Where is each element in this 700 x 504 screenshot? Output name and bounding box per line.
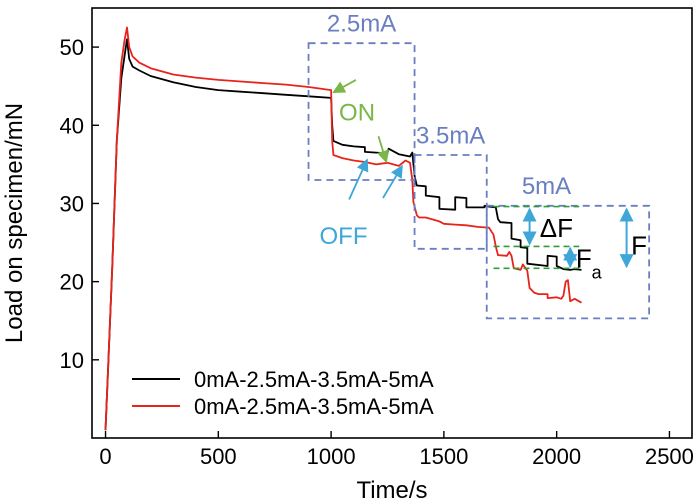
plot-frame xyxy=(91,7,693,439)
y-tick-label: 40 xyxy=(60,113,84,138)
fa-subscript: a xyxy=(592,263,603,283)
off-label: OFF xyxy=(320,223,368,250)
x-tick-label: 1000 xyxy=(307,444,356,469)
series-line-black xyxy=(104,38,582,431)
on-label: ON xyxy=(339,100,375,127)
y-axis-ticks: 10 20 30 40 50 xyxy=(60,35,99,373)
y-tick-label: 50 xyxy=(60,35,84,60)
x-tick-label: 2000 xyxy=(532,444,581,469)
off-arrow-left xyxy=(348,158,369,200)
off-arrow-right xyxy=(382,164,403,199)
legend: 0mA-2.5mA-3.5mA-5mA 0mA-2.5mA-3.5mA-5mA xyxy=(132,367,434,419)
x-axis-title: Time/s xyxy=(356,477,427,504)
y-tick-label: 10 xyxy=(60,348,84,373)
series-line-red xyxy=(104,26,582,431)
x-tick-label: 2500 xyxy=(645,444,694,469)
box-3-5ma xyxy=(413,154,488,250)
box-2-5ma-label: 2.5mA xyxy=(327,10,396,37)
fa-label: F xyxy=(576,244,592,274)
legend-label-red: 0mA-2.5mA-3.5mA-5mA xyxy=(194,394,434,419)
x-axis-ticks: 0 500 1000 1500 2000 2500 xyxy=(99,431,694,469)
box-3-5ma-label: 3.5mA xyxy=(416,122,485,149)
x-tick-label: 1500 xyxy=(419,444,468,469)
x-tick-label: 500 xyxy=(200,444,237,469)
box-5ma-label: 5mA xyxy=(522,173,571,200)
series-layer xyxy=(104,26,582,431)
y-axis-title: Load on specimen/mN xyxy=(1,103,28,343)
y-tick-label: 20 xyxy=(60,270,84,295)
y-tick-label: 30 xyxy=(60,191,84,216)
x-tick-label: 0 xyxy=(99,444,111,469)
box-5ma xyxy=(485,204,651,320)
f-label: F xyxy=(631,230,647,260)
delta-f-label: ΔF xyxy=(540,213,573,243)
on-arrow-lower xyxy=(377,135,390,164)
box-2-5ma xyxy=(307,42,416,181)
legend-label-black: 0mA-2.5mA-3.5mA-5mA xyxy=(194,367,434,392)
on-arrow-upper xyxy=(332,79,357,94)
